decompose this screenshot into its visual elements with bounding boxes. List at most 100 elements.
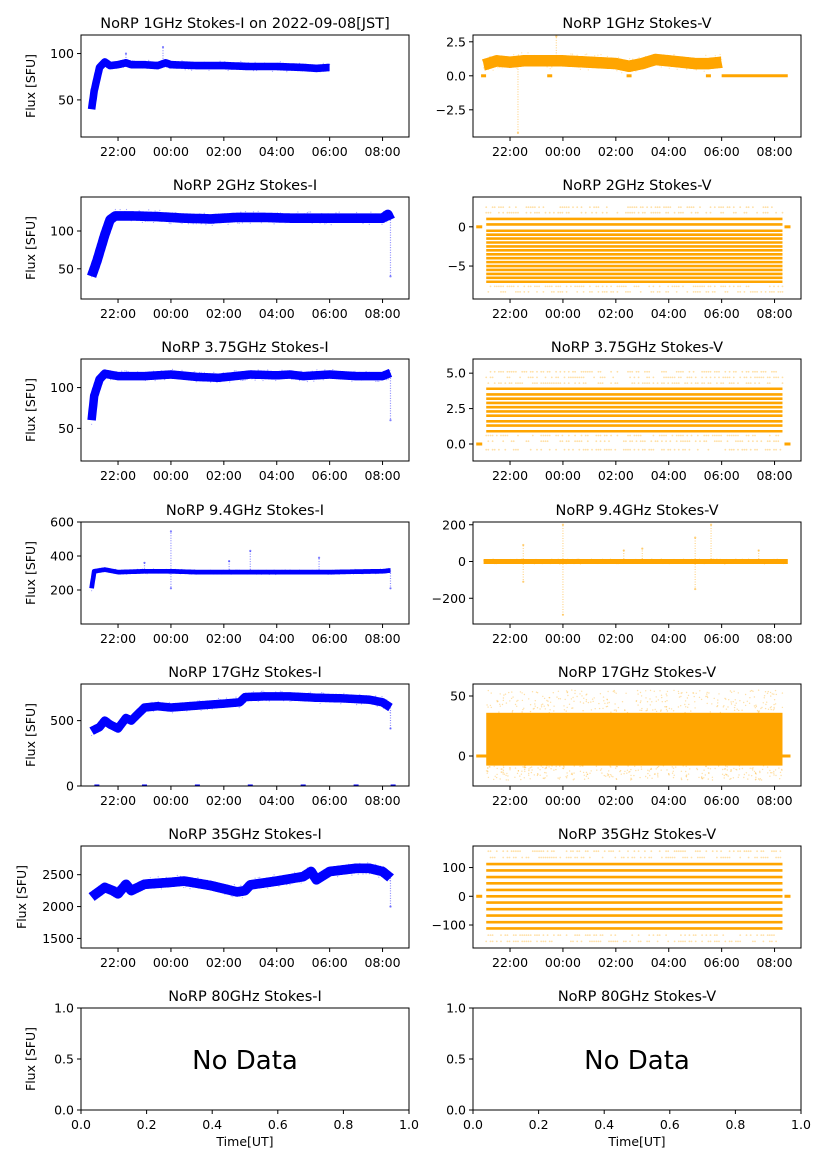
y-tick-label: 50 (58, 421, 74, 436)
data-point (364, 864, 366, 866)
data-point (362, 699, 364, 701)
data-point (389, 219, 391, 221)
data-point (265, 880, 267, 882)
data-point (321, 874, 323, 877)
data-point (208, 215, 210, 218)
data-point (281, 219, 283, 221)
data-point (582, 856, 585, 859)
data-point (508, 856, 511, 859)
data-point (625, 59, 628, 62)
data-point (769, 775, 771, 777)
data-point (270, 66, 272, 68)
data-point (711, 67, 713, 69)
zero-mark (247, 784, 253, 786)
data-point (303, 213, 305, 215)
data-point (684, 703, 686, 706)
data-point (497, 560, 499, 562)
data-point (485, 206, 488, 209)
data-point (546, 934, 549, 936)
data-point (615, 709, 617, 711)
data-point (121, 895, 123, 897)
data-point (687, 706, 689, 708)
data-point (495, 776, 498, 779)
data-point (773, 291, 775, 293)
data-point (690, 856, 693, 859)
data-point (701, 856, 703, 859)
data-point (652, 54, 655, 56)
data-point (152, 370, 155, 372)
data-point (749, 690, 752, 692)
data-point (578, 376, 581, 379)
data-point (176, 376, 178, 378)
data-point (289, 884, 291, 886)
data-point (486, 704, 488, 706)
zero-mark (94, 784, 100, 786)
data-point (716, 934, 718, 936)
data-point (606, 773, 609, 775)
data-point (300, 219, 302, 221)
data-point (673, 285, 676, 288)
data-point (502, 285, 505, 288)
data-point (720, 850, 722, 853)
x-tick-label: 06:00 (312, 793, 348, 808)
data-point (561, 291, 564, 293)
data-point (671, 376, 674, 379)
data-point (615, 778, 617, 780)
data-point (593, 697, 595, 699)
data-point (329, 871, 331, 874)
data-point (732, 211, 735, 214)
data-point (603, 774, 605, 777)
data-point (610, 285, 612, 288)
data-point (725, 774, 727, 776)
data-point (313, 380, 315, 382)
data-point (114, 568, 116, 570)
data-point (559, 206, 562, 209)
data-point (663, 382, 665, 384)
data-point (721, 773, 724, 775)
data-point (346, 866, 348, 868)
data-point (729, 778, 731, 780)
data-point (578, 850, 581, 853)
data-point (781, 769, 783, 771)
data-point (286, 216, 288, 219)
data-point (580, 856, 583, 859)
data-point (527, 940, 530, 943)
data-point (251, 879, 253, 881)
data-point (528, 772, 530, 775)
data-point (143, 569, 145, 571)
data-point (303, 694, 305, 696)
data-point (754, 434, 756, 437)
data-point (540, 940, 543, 943)
data-point (646, 382, 648, 384)
data-point (698, 776, 700, 779)
data-point (496, 767, 498, 770)
data-point (279, 879, 281, 881)
data-point (650, 206, 653, 209)
data-point (130, 721, 132, 723)
data-point (148, 209, 150, 211)
data-point (726, 291, 729, 293)
data-point (561, 440, 564, 443)
data-point (192, 703, 194, 706)
data-point (551, 765, 553, 767)
data-point (302, 571, 304, 574)
data-point (271, 570, 274, 572)
data-point (699, 440, 701, 443)
data-point (359, 569, 361, 571)
data-point (756, 934, 758, 936)
subplot-title: NoRP 35GHz Stokes-V (558, 827, 716, 843)
data-point (718, 376, 720, 379)
x-tick-label: 0.8 (333, 1117, 353, 1132)
data-point (485, 448, 488, 451)
data-point (629, 770, 631, 773)
data-point (114, 378, 116, 380)
data-point (694, 934, 697, 936)
data-point (531, 691, 534, 693)
data-point (743, 376, 746, 379)
data-point (594, 708, 596, 710)
axes-frame (80, 34, 410, 138)
data-point (633, 774, 635, 777)
data-point (722, 706, 724, 708)
y-tick-label: 2.5 (446, 401, 466, 416)
data-point (591, 448, 593, 451)
